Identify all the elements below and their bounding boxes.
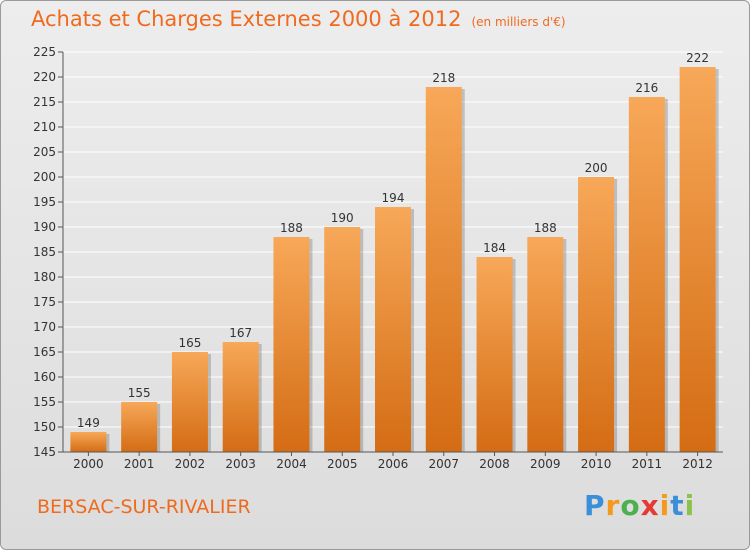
x-tick-label: 2005 <box>327 457 358 471</box>
bar-value-label: 155 <box>128 386 151 400</box>
x-tick-label: 2011 <box>632 457 663 471</box>
y-tick-label: 175 <box>33 295 56 309</box>
bar <box>70 432 107 452</box>
y-tick-label: 210 <box>33 120 56 134</box>
bar-value-label: 194 <box>382 191 405 205</box>
y-tick-label: 145 <box>33 445 56 459</box>
x-tick-label: 2004 <box>276 457 307 471</box>
bar-value-label: 188 <box>280 221 303 235</box>
x-tick-label: 2010 <box>581 457 612 471</box>
bar <box>171 352 208 452</box>
y-tick-label: 155 <box>33 395 56 409</box>
bar <box>476 257 513 452</box>
bar <box>273 237 310 452</box>
y-tick-label: 180 <box>33 270 56 284</box>
logo-letter: r <box>605 489 621 522</box>
y-tick-label: 150 <box>33 420 56 434</box>
y-tick-label: 200 <box>33 170 56 184</box>
y-tick-label: 220 <box>33 70 56 84</box>
bar <box>578 177 615 452</box>
bar-value-label: 167 <box>229 326 252 340</box>
bar-value-label: 188 <box>534 221 557 235</box>
x-tick-label: 2002 <box>175 457 206 471</box>
y-tick-label: 165 <box>33 345 56 359</box>
bar-value-label: 149 <box>77 416 100 430</box>
chart-title: Achats et Charges Externes 2000 à 2012 (e… <box>31 7 566 31</box>
y-tick-label: 225 <box>33 45 56 59</box>
logo-letter: P <box>584 489 606 522</box>
x-tick-label: 2012 <box>682 457 713 471</box>
proxiti-logo[interactable]: Proxiti <box>584 489 695 522</box>
bar-value-label: 222 <box>686 51 709 65</box>
bar <box>222 342 259 452</box>
x-tick-label: 2009 <box>530 457 561 471</box>
place-name: BERSAC-SUR-RIVALIER <box>37 496 251 518</box>
axes: 145 150 155 160 165 170 175 180 185 190 195 200 205 2… <box>33 45 723 471</box>
bar <box>324 227 361 452</box>
bar <box>628 97 665 452</box>
x-tick-label: 2007 <box>428 457 459 471</box>
bar-value-label: 184 <box>483 241 506 255</box>
y-tick-label: 170 <box>33 320 56 334</box>
logo-letter: o <box>620 489 641 522</box>
chart-subtitle: (en milliers d'€) <box>471 15 566 29</box>
y-tick-label: 190 <box>33 220 56 234</box>
bar <box>679 67 716 452</box>
bar-value-label: 218 <box>432 71 455 85</box>
chart-title-text: Achats et Charges Externes 2000 à 2012 <box>31 7 462 31</box>
x-tick-label: 2008 <box>479 457 510 471</box>
logo-letter: t <box>670 489 685 522</box>
logo-letter: i <box>659 489 671 522</box>
y-tick-label: 185 <box>33 245 56 259</box>
bar <box>527 237 564 452</box>
bar <box>375 207 411 452</box>
x-tick-label: 2003 <box>225 457 256 471</box>
bar-value-label: 165 <box>178 336 201 350</box>
y-tick-label: 160 <box>33 370 56 384</box>
bar <box>425 87 462 452</box>
x-tick-label: 2006 <box>378 457 409 471</box>
y-tick-label: 195 <box>33 195 56 209</box>
logo-letter: x <box>640 489 660 522</box>
bar-value-label: 190 <box>331 211 354 225</box>
bars: 149 155 165 167 188 190 194 218 184 188 200 216 222 <box>70 51 719 452</box>
y-tick-label: 205 <box>33 145 56 159</box>
bar-chart: 149155165167188190194218184188200216222 … <box>33 45 723 471</box>
x-tick-label: 2000 <box>73 457 104 471</box>
y-tick-label: 215 <box>33 95 56 109</box>
bar <box>121 402 158 452</box>
bar-value-label: 216 <box>635 81 658 95</box>
bar-value-label: 200 <box>585 161 608 175</box>
x-tick-label: 2001 <box>124 457 155 471</box>
logo-letter: i <box>684 489 696 522</box>
